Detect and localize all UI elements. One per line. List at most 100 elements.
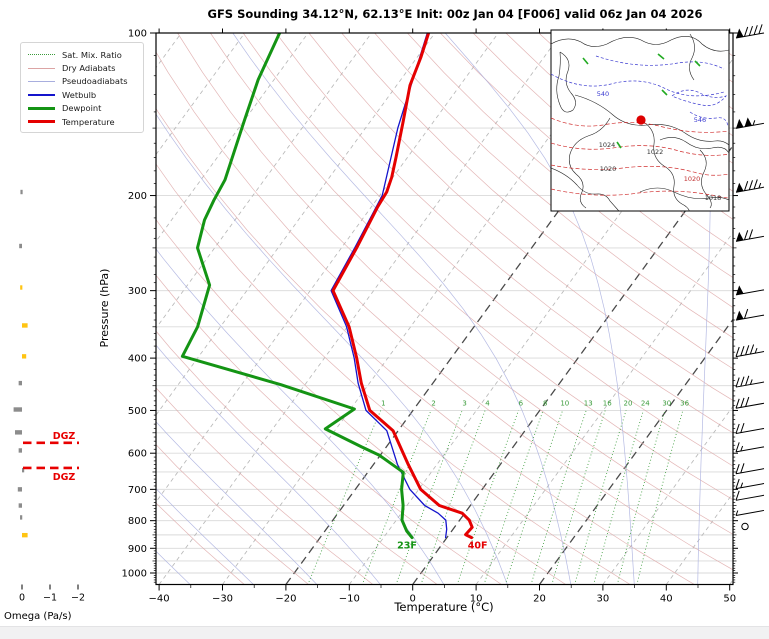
omega-bar xyxy=(19,243,22,249)
temperature-tick-label: −20 xyxy=(275,594,296,605)
wind-barb xyxy=(735,442,765,453)
pressure-tick-label: 400 xyxy=(128,354,147,365)
legend-item: Dry Adiabats xyxy=(28,61,136,74)
pressure-tick-label: 700 xyxy=(128,485,147,496)
omega-bar xyxy=(18,448,22,453)
temperature-tick-label: −10 xyxy=(339,594,360,605)
omega-bar xyxy=(22,532,28,538)
wind-barb xyxy=(735,117,765,129)
omega-bar xyxy=(22,354,27,359)
wind-barb xyxy=(735,463,765,475)
omega-bar xyxy=(18,380,22,386)
pressure-axis-title-text: Pressure (hPa) xyxy=(98,269,111,348)
wind-barb xyxy=(735,179,765,193)
legend-item: Wetbulb xyxy=(28,88,136,101)
wind-barb xyxy=(741,522,749,531)
temperature-tick-label: 0 xyxy=(410,594,416,605)
wind-barb xyxy=(735,422,765,434)
chart-title: GFS Sounding 34.12°N, 62.13°E Init: 00z … xyxy=(207,7,703,21)
pressure-tick-label: 900 xyxy=(128,544,147,555)
legend-item: Sat. Mix. Ratio xyxy=(28,48,136,61)
pressure-axis: 100 200 300 400 500 600 700 800 900 1000 xyxy=(122,29,738,583)
mixing-ratio-label: 36 xyxy=(680,399,689,407)
temperature-tick-label: 40 xyxy=(660,594,673,605)
dgz-label: DGZ xyxy=(53,431,76,442)
dewpoint-line xyxy=(180,33,414,540)
legend: Sat. Mix. Ratio Dry Adiabats Pseudoadiabat… xyxy=(20,42,144,134)
inset-map-label: 1018 xyxy=(705,194,722,202)
legend-line-swatch xyxy=(28,54,55,56)
legend-item-label: Temperature xyxy=(62,116,115,127)
omega-axis-title: Omega (Pa/s) xyxy=(4,611,72,622)
mixing-ratio-label: 6 xyxy=(519,399,524,407)
legend-item: Pseudoadiabats xyxy=(28,75,136,88)
station-marker xyxy=(636,115,646,125)
mixing-ratio-label: 16 xyxy=(603,399,612,407)
window-bottom-strip xyxy=(0,626,769,639)
pressure-tick-label: 1000 xyxy=(122,569,147,580)
inset-map-label: 1020 xyxy=(684,175,701,183)
omega-bar xyxy=(20,515,23,520)
mixing-ratio-label: 13 xyxy=(584,399,593,407)
omega-bar xyxy=(20,189,23,195)
mixing-ratio-label: 1 xyxy=(381,399,385,407)
wind-barbs xyxy=(735,24,765,531)
wind-barb xyxy=(735,24,765,39)
omega-bar xyxy=(17,487,22,492)
legend-item: Temperature xyxy=(28,115,136,128)
pressure-tick-label: 800 xyxy=(128,516,147,527)
legend-line-swatch xyxy=(28,67,55,69)
mixing-ratio-label: 8 xyxy=(543,399,547,407)
omega-tick-label: 0 xyxy=(19,593,25,604)
temperature-tick-label: 50 xyxy=(723,594,736,605)
dgz-label: DGZ xyxy=(53,472,76,483)
dgz-markers: DGZ DGZ xyxy=(23,431,79,483)
pressure-tick-label: 200 xyxy=(128,191,147,202)
inset-map-content: 540 546 1024 1022 1020 1020 1018 xyxy=(551,33,729,211)
legend-item-label: Dry Adiabats xyxy=(62,63,116,74)
legend-line-swatch xyxy=(28,80,55,82)
gridlines xyxy=(156,33,733,585)
temperature-tick-label: −40 xyxy=(149,594,170,605)
mixing-ratio-label: 20 xyxy=(624,399,633,407)
temperature-line xyxy=(331,33,474,540)
mixing-ratio-label: 3 xyxy=(462,399,466,407)
surface-annotations: 23F 40F xyxy=(397,541,487,552)
pressure-tick-label: 100 xyxy=(128,29,147,40)
pseudoadiabats xyxy=(156,33,711,585)
pressure-tick-label: 500 xyxy=(128,406,147,417)
wind-barb xyxy=(735,490,765,501)
legend-line-swatch xyxy=(28,106,55,110)
temperature-axis: −40 −30 −20 −10 0 10 20 30 40 50 Temperature (°C) xyxy=(149,28,736,614)
temperature-tick-label: −30 xyxy=(212,594,233,605)
omega-bars xyxy=(13,189,28,538)
wind-barb xyxy=(735,308,765,321)
wind-barb xyxy=(735,509,765,516)
wind-barb xyxy=(735,396,765,409)
temperature-axis-title: Temperature (°C) xyxy=(393,600,493,614)
pressure-tick-label: 600 xyxy=(128,449,147,460)
omega-bar xyxy=(13,407,22,412)
mixing-ratio-lines xyxy=(307,410,684,585)
inset-map-label: 1024 xyxy=(599,141,616,149)
wind-barb xyxy=(735,285,765,296)
legend-line-swatch xyxy=(28,120,55,124)
mixing-ratio-label: 30 xyxy=(662,399,671,407)
omega-tick-label: −1 xyxy=(43,593,57,604)
omega-bar xyxy=(22,467,25,473)
mixing-ratio-label: 4 xyxy=(485,399,490,407)
mixing-ratio-label: 24 xyxy=(641,399,650,407)
surface-dewpoint-label: 23F xyxy=(397,541,417,552)
omega-bar xyxy=(15,430,22,435)
inset-map: 540 546 1024 1022 1020 1020 1018 xyxy=(550,29,730,212)
legend-item-label: Sat. Mix. Ratio xyxy=(62,49,122,60)
pressure-tick-label: 300 xyxy=(128,286,147,297)
inset-map-label: 540 xyxy=(597,90,609,98)
legend-line-swatch xyxy=(28,93,55,96)
mixing-ratio-label: 2 xyxy=(431,399,435,407)
temperature-tick-label: 20 xyxy=(533,594,546,605)
inset-map-label: 1022 xyxy=(647,148,664,156)
temperature-tick-label: 30 xyxy=(597,594,610,605)
wind-barb xyxy=(735,375,765,388)
